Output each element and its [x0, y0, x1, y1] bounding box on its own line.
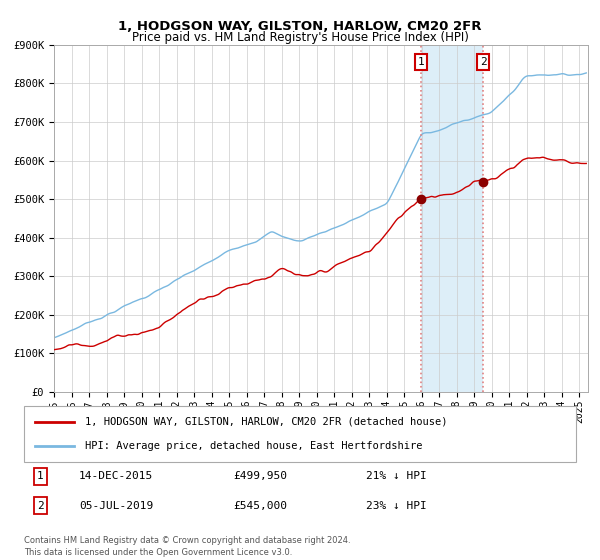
Text: 05-JUL-2019: 05-JUL-2019 [79, 501, 154, 511]
Text: 2: 2 [37, 501, 44, 511]
Text: Price paid vs. HM Land Registry's House Price Index (HPI): Price paid vs. HM Land Registry's House … [131, 31, 469, 44]
Text: 21% ↓ HPI: 21% ↓ HPI [366, 471, 427, 481]
Text: 2: 2 [480, 57, 487, 67]
Text: £545,000: £545,000 [234, 501, 288, 511]
Text: 23% ↓ HPI: 23% ↓ HPI [366, 501, 427, 511]
Text: Contains HM Land Registry data © Crown copyright and database right 2024.: Contains HM Land Registry data © Crown c… [24, 536, 350, 545]
Text: 1: 1 [418, 57, 424, 67]
Text: 14-DEC-2015: 14-DEC-2015 [79, 471, 154, 481]
FancyBboxPatch shape [24, 406, 576, 462]
Text: 1: 1 [37, 471, 44, 481]
Text: HPI: Average price, detached house, East Hertfordshire: HPI: Average price, detached house, East… [85, 441, 422, 451]
Text: £499,950: £499,950 [234, 471, 288, 481]
Text: 1, HODGSON WAY, GILSTON, HARLOW, CM20 2FR (detached house): 1, HODGSON WAY, GILSTON, HARLOW, CM20 2F… [85, 417, 447, 427]
Bar [421, 45, 483, 392]
Text: 1, HODGSON WAY, GILSTON, HARLOW, CM20 2FR: 1, HODGSON WAY, GILSTON, HARLOW, CM20 2F… [118, 20, 482, 32]
Text: This data is licensed under the Open Government Licence v3.0.: This data is licensed under the Open Gov… [24, 548, 292, 557]
